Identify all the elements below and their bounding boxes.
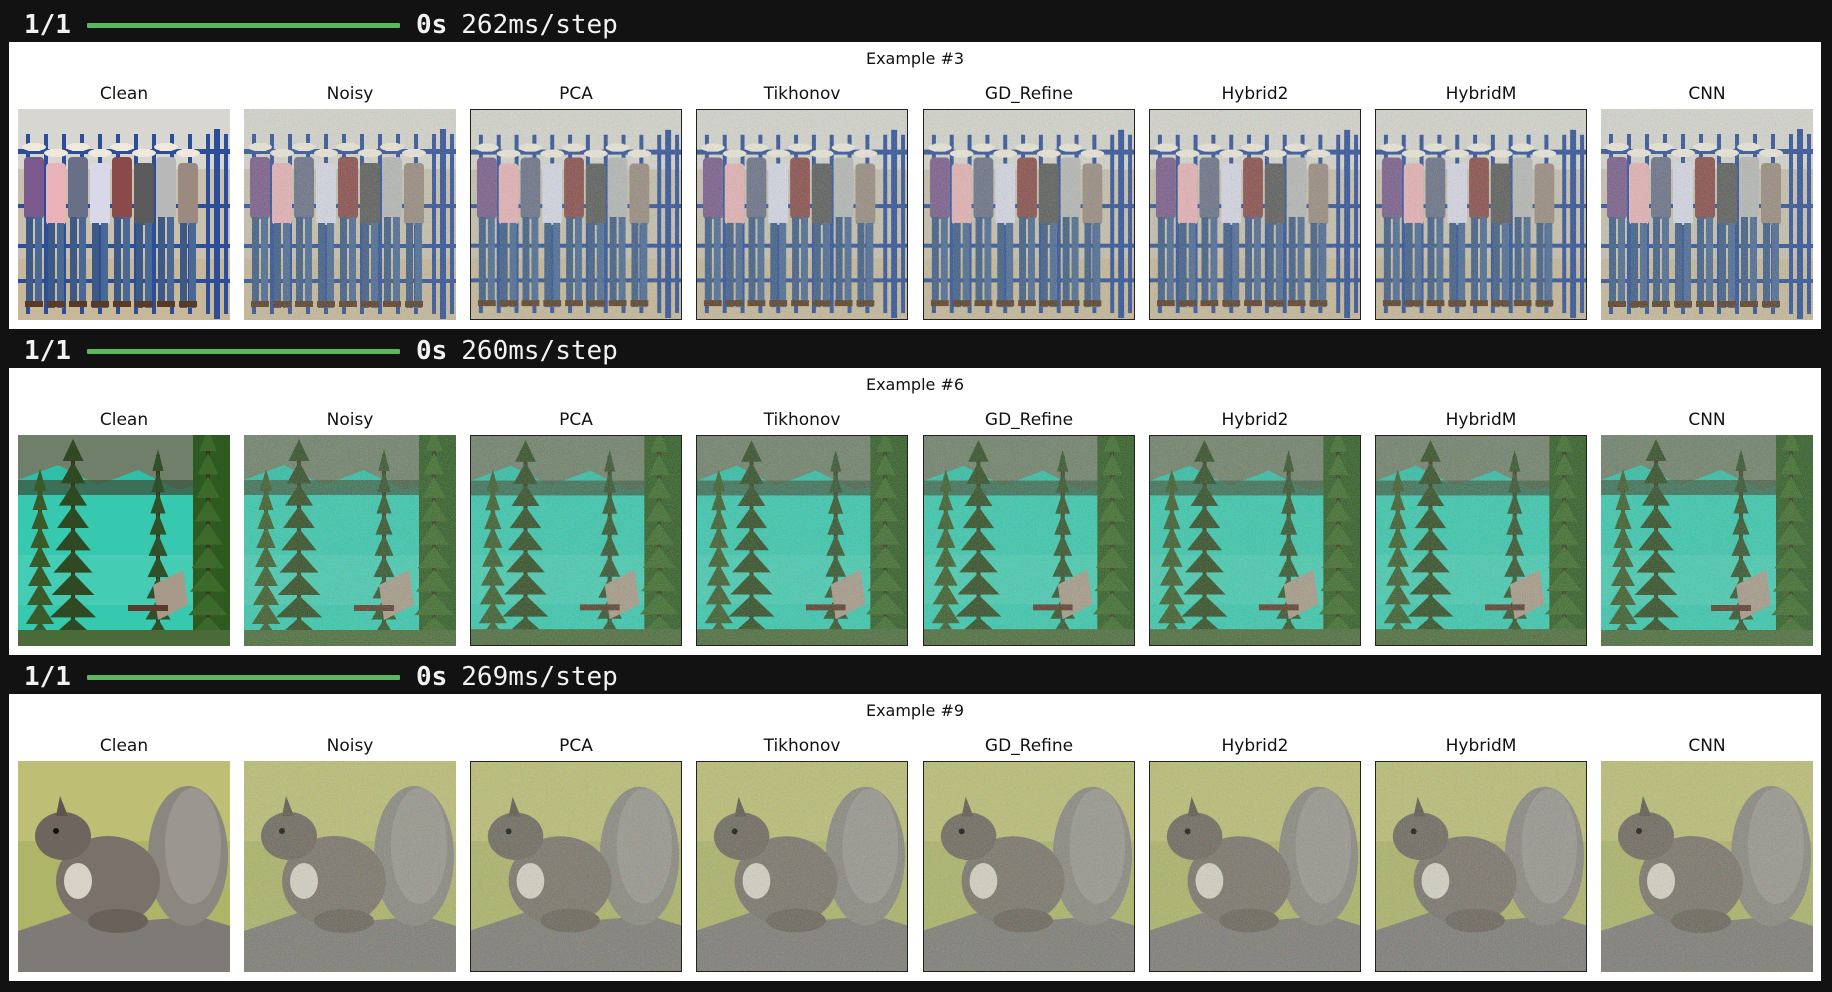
image-thumbnail: [244, 109, 456, 320]
image-panel: Noisy: [244, 42, 456, 329]
image-thumbnail: [1601, 435, 1813, 646]
panel-title: Clean: [99, 410, 149, 430]
image-panel: CNN: [1601, 42, 1813, 329]
image-thumbnail: [696, 761, 908, 972]
image-thumbnail: [470, 761, 682, 972]
image-thumbnail: [1375, 761, 1587, 972]
image-panel: CNN: [1601, 694, 1813, 981]
panel-title: Clean: [99, 736, 149, 756]
elapsed-time: 0s: [415, 662, 448, 692]
image-panel: PCA: [470, 368, 682, 655]
image-thumbnail: [1149, 761, 1361, 972]
panel-title: Noisy: [326, 84, 374, 104]
panel-title: Tikhonov: [763, 736, 841, 756]
progress-line: 1/1 0s 269ms/step: [24, 661, 618, 693]
example-figure: Example #3 Clean Noisy PCA Tikhonov GD_Ref…: [9, 42, 1821, 329]
image-thumbnail: [1601, 761, 1813, 972]
image-thumbnail: [18, 435, 230, 646]
panel-title: Hybrid2: [1221, 410, 1289, 430]
panel-title: HybridM: [1445, 84, 1517, 104]
panel-title: HybridM: [1445, 410, 1517, 430]
image-thumbnail: [244, 435, 456, 646]
panel-title: PCA: [559, 736, 593, 756]
figure-title: Example #3: [865, 49, 965, 68]
image-panel: Clean: [18, 694, 230, 981]
elapsed-time: 0s: [415, 336, 448, 366]
panel-title: HybridM: [1445, 736, 1517, 756]
panel-title: PCA: [559, 410, 593, 430]
image-panel: Noisy: [244, 694, 456, 981]
image-thumbnail: [244, 761, 456, 972]
progress-bar: [86, 22, 400, 28]
panel-title: CNN: [1688, 410, 1726, 430]
example-figure: Example #9 Clean Noisy PCA Tikhonov GD_Ref…: [9, 694, 1821, 981]
image-panel: PCA: [470, 694, 682, 981]
image-panel: GD_Refine: [923, 42, 1135, 329]
panel-title: CNN: [1688, 84, 1726, 104]
image-thumbnail: [1601, 109, 1813, 320]
panel-title: GD_Refine: [984, 84, 1074, 104]
image-panel: Clean: [18, 368, 230, 655]
progress-bar: [86, 674, 400, 680]
step-rate: 269ms/step: [461, 662, 618, 692]
panel-title: Hybrid2: [1221, 736, 1289, 756]
panel-title: Noisy: [326, 736, 374, 756]
image-panel: HybridM: [1375, 368, 1587, 655]
image-thumbnail: [470, 109, 682, 320]
step-rate: 260ms/step: [461, 336, 618, 366]
image-panel: GD_Refine: [923, 368, 1135, 655]
image-thumbnail: [1149, 109, 1361, 320]
image-thumbnail: [1375, 435, 1587, 646]
image-panel: Clean: [18, 42, 230, 329]
panel-title: PCA: [559, 84, 593, 104]
panel-title: GD_Refine: [984, 410, 1074, 430]
step-rate: 262ms/step: [461, 10, 618, 40]
image-panel: PCA: [470, 42, 682, 329]
elapsed-time: 0s: [415, 10, 448, 40]
image-panel: Hybrid2: [1149, 368, 1361, 655]
image-thumbnail: [18, 761, 230, 972]
step-count: 1/1: [24, 662, 71, 692]
image-thumbnail: [18, 109, 230, 320]
example-figure: Example #6 Clean Noisy PCA Tikhonov GD_Ref…: [9, 368, 1821, 655]
image-panel: Hybrid2: [1149, 42, 1361, 329]
image-panel: Noisy: [244, 368, 456, 655]
panel-title: GD_Refine: [984, 736, 1074, 756]
progress-line: 1/1 0s 262ms/step: [24, 9, 618, 41]
image-panel: HybridM: [1375, 694, 1587, 981]
panel-title: Tikhonov: [763, 84, 841, 104]
panel-title: CNN: [1688, 736, 1726, 756]
progress-bar: [86, 348, 400, 354]
image-panel: Tikhonov: [696, 368, 908, 655]
image-panel: Hybrid2: [1149, 694, 1361, 981]
image-thumbnail: [923, 761, 1135, 972]
image-thumbnail: [470, 435, 682, 646]
panel-title: Hybrid2: [1221, 84, 1289, 104]
figure-title: Example #9: [865, 701, 965, 720]
image-thumbnail: [696, 109, 908, 320]
image-panel: CNN: [1601, 368, 1813, 655]
image-thumbnail: [923, 435, 1135, 646]
image-panel: HybridM: [1375, 42, 1587, 329]
image-panel: Tikhonov: [696, 694, 908, 981]
panel-title: Tikhonov: [763, 410, 841, 430]
step-count: 1/1: [24, 336, 71, 366]
panel-title: Clean: [99, 84, 149, 104]
progress-line: 1/1 0s 260ms/step: [24, 335, 618, 367]
panel-title: Noisy: [326, 410, 374, 430]
image-thumbnail: [923, 109, 1135, 320]
image-thumbnail: [1375, 109, 1587, 320]
step-count: 1/1: [24, 10, 71, 40]
image-panel: Tikhonov: [696, 42, 908, 329]
figure-title: Example #6: [865, 375, 965, 394]
image-thumbnail: [696, 435, 908, 646]
image-thumbnail: [1149, 435, 1361, 646]
image-panel: GD_Refine: [923, 694, 1135, 981]
